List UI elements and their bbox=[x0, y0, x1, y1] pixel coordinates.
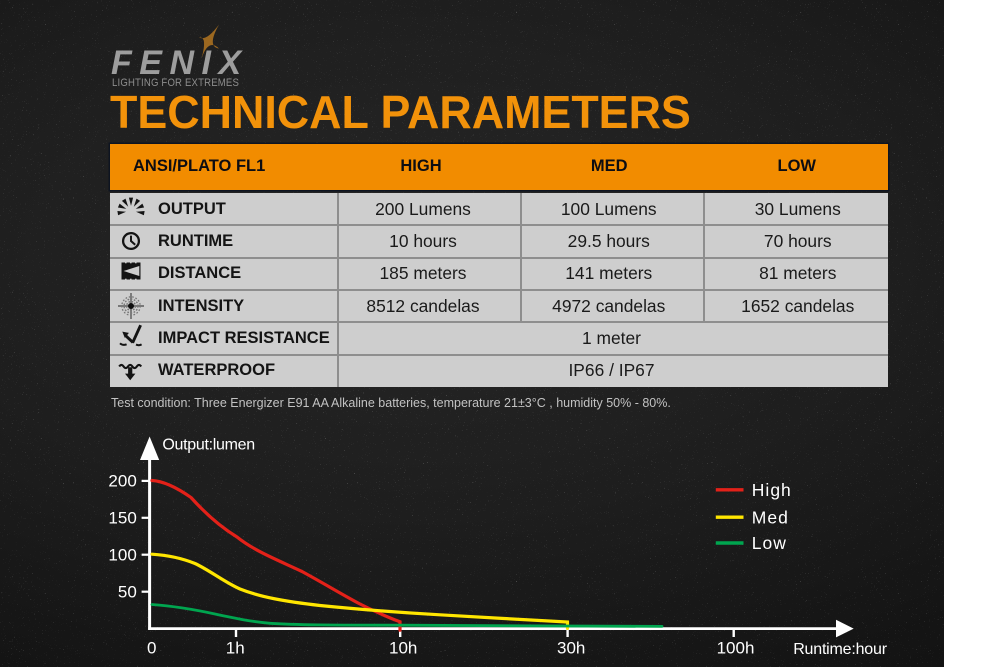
svg-text:100: 100 bbox=[108, 545, 136, 564]
svg-text:0: 0 bbox=[147, 639, 156, 658]
svg-text:50: 50 bbox=[118, 582, 137, 601]
svg-text:10h: 10h bbox=[389, 639, 417, 658]
svg-text:1h: 1h bbox=[226, 639, 245, 658]
svg-text:Low: Low bbox=[752, 533, 787, 553]
svg-text:200: 200 bbox=[108, 472, 136, 491]
svg-text:Med: Med bbox=[752, 507, 789, 527]
svg-text:Runtime:hour: Runtime:hour bbox=[793, 641, 888, 658]
svg-text:Output:lumen: Output:lumen bbox=[162, 437, 254, 454]
svg-text:150: 150 bbox=[108, 509, 136, 528]
svg-text:High: High bbox=[752, 480, 792, 500]
svg-text:100h: 100h bbox=[717, 639, 755, 658]
svg-text:30h: 30h bbox=[557, 639, 585, 658]
